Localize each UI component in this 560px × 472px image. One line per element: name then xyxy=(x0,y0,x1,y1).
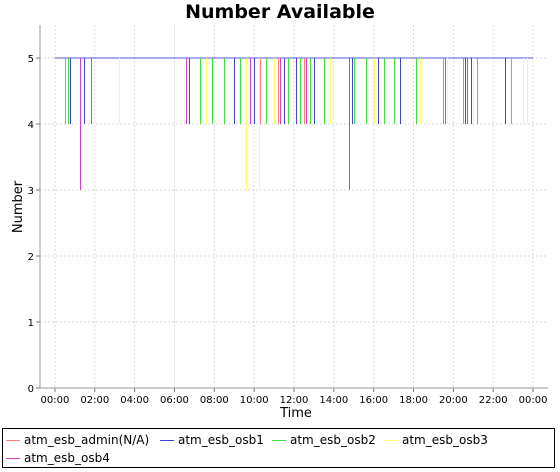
plot-area: 0 1 2 3 4 5 00:00 02:00 04:00 06:00 08:00 10:00 12:0… xyxy=(11,25,548,421)
x-tick-label: 04:00 xyxy=(120,395,149,406)
y-tick-label: 5 xyxy=(28,54,34,65)
y-axis-title: Number xyxy=(11,180,26,233)
x-tick-label: 00:00 xyxy=(41,395,70,406)
legend-label: atm_esb_osb2 xyxy=(290,433,376,447)
legend-swatch xyxy=(272,440,286,441)
legend: atm_esb_admin(N/A) atm_esb_osb1 atm_esb_os… xyxy=(2,428,555,468)
chart-title: Number Available xyxy=(185,1,375,23)
y-tick-label: 4 xyxy=(28,120,34,131)
y-tick-label: 1 xyxy=(28,318,34,329)
x-tick-label: 06:00 xyxy=(160,395,189,406)
x-tick-label: 16:00 xyxy=(359,395,388,406)
legend-label: atm_esb_osb3 xyxy=(402,433,488,447)
x-tick-label: 20:00 xyxy=(439,395,468,406)
x-tick-label: 02:00 xyxy=(80,395,109,406)
legend-swatch xyxy=(6,440,20,441)
x-tick-label: 22:00 xyxy=(479,395,508,406)
legend-swatch xyxy=(384,440,398,441)
x-tick-label: 10:00 xyxy=(240,395,269,406)
legend-swatch xyxy=(160,440,174,441)
legend-label: atm_esb_osb4 xyxy=(24,451,110,465)
x-tick-label: 14:00 xyxy=(319,395,348,406)
y-tick-label: 3 xyxy=(28,186,34,197)
y-tick-label: 2 xyxy=(28,252,34,263)
y-tick-label: 0 xyxy=(28,384,34,395)
x-axis-title: Time xyxy=(279,406,312,421)
legend-swatch xyxy=(6,458,20,459)
x-tick-label: 18:00 xyxy=(399,395,428,406)
legend-label: atm_esb_osb1 xyxy=(178,433,264,447)
x-tick-label: 12:00 xyxy=(280,395,309,406)
legend-label: atm_esb_admin(N/A) xyxy=(24,433,150,447)
x-tick-label: 08:00 xyxy=(200,395,229,406)
x-tick-label: 00:00 xyxy=(519,395,548,406)
